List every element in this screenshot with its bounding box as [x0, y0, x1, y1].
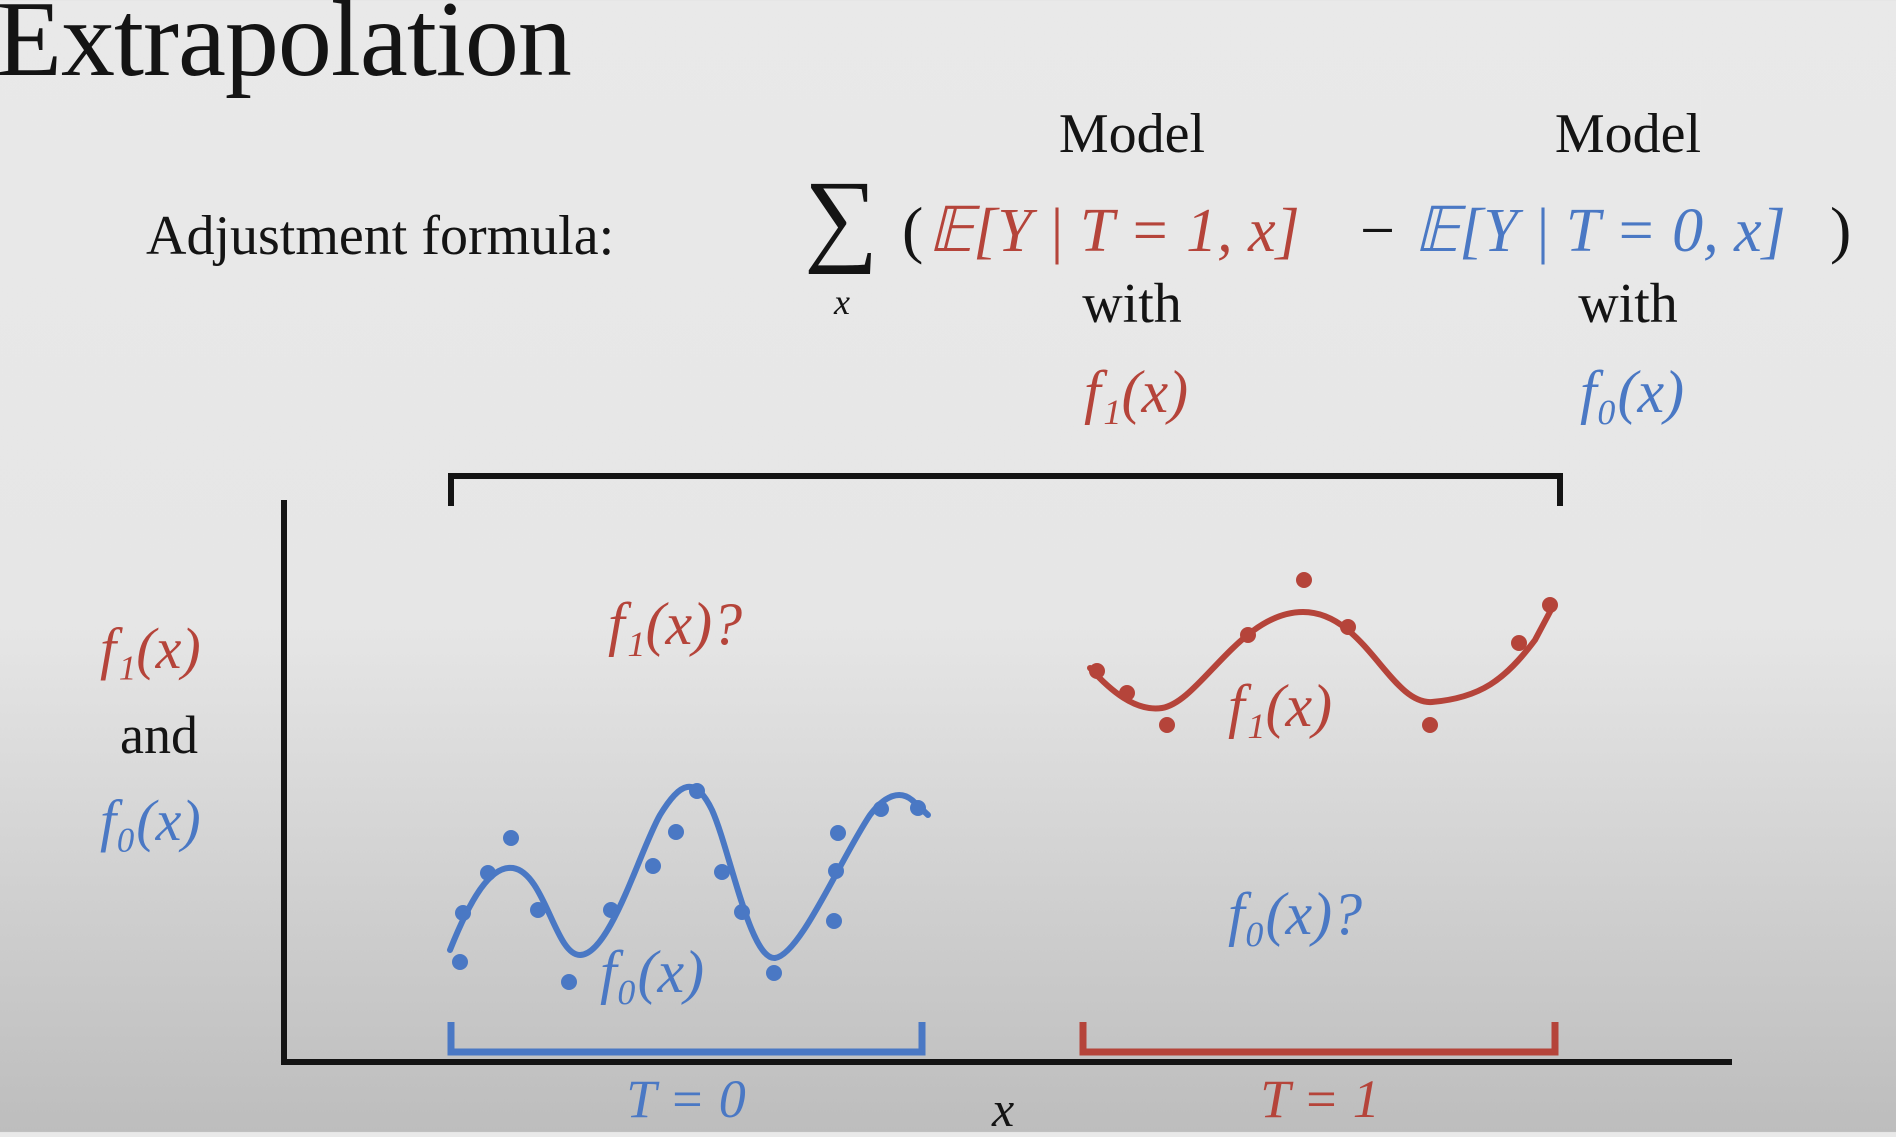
f0-point — [873, 801, 889, 817]
ylabel-f0: f₀(x) — [100, 788, 201, 853]
f0-point — [561, 974, 577, 990]
f1-curve-label: f₁(x) — [1228, 673, 1333, 739]
control-group-label: T = 0 — [626, 1069, 746, 1129]
f1-point — [1422, 717, 1438, 733]
ylabel-f1: f₁(x) — [100, 616, 201, 681]
slide-title: Extrapolation — [0, 0, 572, 99]
treated-group-bracket — [1079, 1022, 1559, 1056]
formula-open-paren: ( — [902, 194, 924, 265]
f1-point — [1296, 572, 1312, 588]
f0-point — [826, 913, 842, 929]
f0-point — [530, 902, 546, 918]
f0-point — [668, 824, 684, 840]
f0-point — [828, 863, 844, 879]
f0-point — [452, 954, 468, 970]
f0-fitted-curve — [447, 784, 931, 961]
f1-point — [1511, 635, 1527, 651]
control-group-bracket — [447, 1022, 926, 1056]
f1-unknown-label: f₁(x)? — [608, 591, 743, 657]
f1-point — [1119, 685, 1135, 701]
f0-point — [503, 830, 519, 846]
f1-point — [1159, 717, 1175, 733]
f0-observed-points — [452, 783, 926, 990]
f1-point — [1542, 597, 1558, 613]
model-f1-label: f₁(x) — [1083, 359, 1189, 425]
model-label-control: Model — [1554, 103, 1702, 165]
with-label-control: with — [1578, 273, 1678, 335]
f1-point — [1089, 663, 1105, 679]
overall-support-bracket — [448, 473, 1563, 506]
f0-point — [766, 965, 782, 981]
f1-observed-points — [1089, 572, 1558, 733]
f0-point — [455, 905, 471, 921]
f0-unknown-label: f₀(x)? — [1228, 881, 1363, 947]
f0-point — [910, 800, 926, 816]
model-f0-label: f₀(x) — [1579, 359, 1685, 425]
x-axis-label: x — [992, 1081, 1015, 1137]
formula-minus: − — [1360, 197, 1395, 265]
formula-close-paren: ) — [1830, 194, 1852, 265]
control-expectation: 𝔼[Y | T = 0, x] — [1414, 197, 1786, 265]
f0-point — [645, 858, 661, 874]
f0-point — [480, 865, 496, 881]
treated-expectation: 𝔼[Y | T = 1, x] — [928, 197, 1300, 265]
f0-point — [734, 904, 750, 920]
f1-fitted-curve — [1087, 605, 1555, 712]
f1-point — [1240, 627, 1256, 643]
f0-point — [603, 902, 619, 918]
summation-index: x — [834, 282, 850, 322]
f0-point — [830, 825, 846, 841]
f0-curve-label: f₀(x) — [600, 939, 705, 1005]
formula-label: Adjustment formula: — [146, 205, 615, 267]
model-label-treated: Model — [1058, 103, 1206, 165]
f1-point — [1340, 619, 1356, 635]
summation-symbol: ∑ — [804, 160, 879, 275]
treated-group-label: T = 1 — [1260, 1069, 1380, 1129]
with-label-treated: with — [1082, 273, 1182, 335]
f0-point — [714, 864, 730, 880]
ylabel-and: and — [120, 705, 198, 765]
f0-point — [689, 783, 705, 799]
